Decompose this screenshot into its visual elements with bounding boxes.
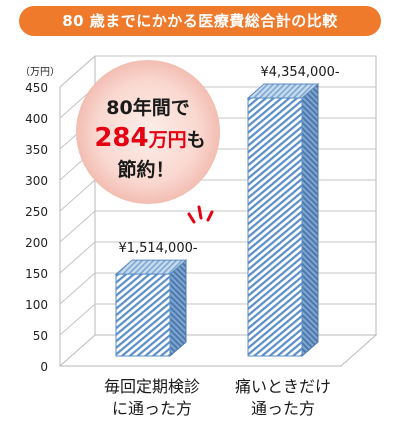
y-tick-label: 200 [25,236,48,250]
category-label: 毎回定期検診 [104,377,200,396]
bar-1: ¥1,514,000- [114,241,198,358]
callout-unit: 万円 [148,129,187,151]
bar-front [115,273,171,357]
y-axis: 0 50 100 150 200 250 300 350 400 450 （万円） [20,66,60,374]
y-tick-label: 400 [25,112,48,126]
callout-line3: 節約！ [117,158,174,181]
y-tick-label: 0 [40,360,48,374]
bar-side [301,82,319,358]
emphasis-marks-icon [187,205,214,224]
category-label: に通った方 [112,399,192,418]
y-tick-label: 100 [25,298,48,312]
bar-front [247,97,303,357]
callout-circle [76,60,220,204]
savings-callout: 80年間で 284万円も 節約！ [76,60,220,204]
y-unit-label: （万円） [20,66,60,78]
y-tick-label: 50 [33,329,48,343]
y-tick-label: 450 [25,81,48,95]
bar-value-label: ¥4,354,000- [260,65,339,80]
bar-side [169,259,187,358]
callout-line1: 80年間で [106,96,189,119]
category-label: 通った方 [251,399,315,418]
chart-title: 80 歳までにかかる医療費総合計の比較 [19,6,381,36]
category-label: 痛いときだけ [235,377,331,396]
bar-2: ¥4,354,000- [246,65,340,358]
floor [58,334,378,367]
gridline [59,55,376,88]
callout-particle: も [187,129,206,151]
bars: ¥1,514,000- ¥4,354,000- [114,65,340,358]
callout-amount: 284 [94,123,148,153]
y-tick-label: 300 [25,174,48,188]
y-tick-label: 150 [25,267,48,281]
y-tick-label: 350 [25,143,48,157]
bar-value-label: ¥1,514,000- [118,241,197,256]
callout-line2: 284万円も [94,123,205,153]
y-tick-label: 250 [25,205,48,219]
